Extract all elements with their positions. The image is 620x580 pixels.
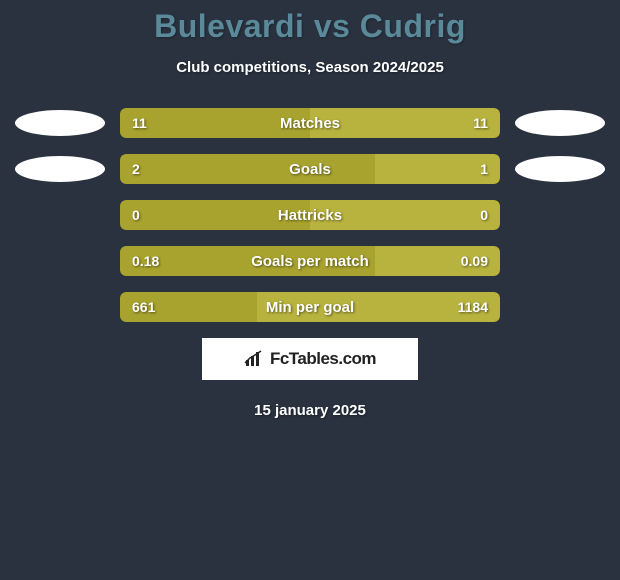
- player-avatar-left: [10, 110, 110, 136]
- value-left: 661: [132, 292, 155, 322]
- player-avatar-right: [510, 110, 610, 136]
- player-avatar-left: [10, 156, 110, 182]
- stat-bar: 00Hattricks: [120, 200, 500, 230]
- value-right: 1: [480, 154, 488, 184]
- avatar-ellipse: [15, 110, 105, 136]
- stat-row: 0.180.09Goals per match: [10, 246, 610, 276]
- avatar-ellipse: [515, 110, 605, 136]
- bar-track: [120, 154, 500, 184]
- player-avatar-right: [510, 156, 610, 182]
- stat-bar: 6611184Min per goal: [120, 292, 500, 322]
- avatar-ellipse: [15, 156, 105, 182]
- stat-row: 21Goals: [10, 154, 610, 184]
- chart-icon: [244, 350, 266, 368]
- stat-bar: 1111Matches: [120, 108, 500, 138]
- bar-segment-left: [120, 154, 375, 184]
- value-right: 0.09: [461, 246, 488, 276]
- stat-row: 00Hattricks: [10, 200, 610, 230]
- stat-row: 1111Matches: [10, 108, 610, 138]
- value-right: 11: [473, 108, 488, 138]
- stat-bar: 21Goals: [120, 154, 500, 184]
- value-left: 11: [132, 108, 147, 138]
- avatar-ellipse: [515, 156, 605, 182]
- bar-segment-left: [120, 200, 310, 230]
- bar-segment-right: [310, 108, 500, 138]
- value-left: 2: [132, 154, 140, 184]
- page-title: Bulevardi vs Cudrig: [0, 0, 620, 45]
- brand-logo: FcTables.com: [202, 338, 418, 380]
- bar-track: [120, 292, 500, 322]
- bar-track: [120, 246, 500, 276]
- date-label: 15 january 2025: [0, 402, 620, 419]
- subtitle: Club competitions, Season 2024/2025: [0, 59, 620, 76]
- stat-bar: 0.180.09Goals per match: [120, 246, 500, 276]
- value-right: 1184: [458, 292, 488, 322]
- value-left: 0: [132, 200, 140, 230]
- stat-row: 6611184Min per goal: [10, 292, 610, 322]
- comparison-table: 1111Matches21Goals00Hattricks0.180.09Goa…: [0, 108, 620, 322]
- value-left: 0.18: [132, 246, 159, 276]
- bar-track: [120, 108, 500, 138]
- bar-track: [120, 200, 500, 230]
- brand-text: FcTables.com: [270, 349, 376, 369]
- bar-segment-right: [310, 200, 500, 230]
- bar-segment-left: [120, 108, 310, 138]
- value-right: 0: [480, 200, 488, 230]
